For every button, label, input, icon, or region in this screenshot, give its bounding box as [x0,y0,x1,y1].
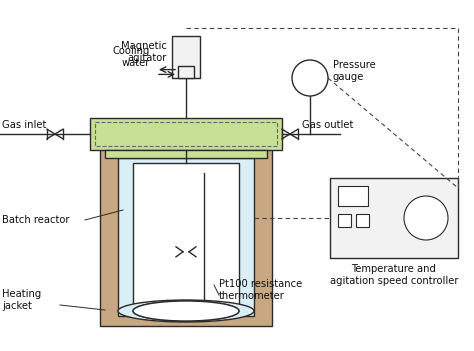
Circle shape [404,196,448,240]
Bar [330,178,458,258]
Ellipse shape [118,300,254,322]
Bar [95,122,277,146]
Bar [133,163,239,311]
Bar [338,186,368,206]
Text: Pt100 resistance
thermometer: Pt100 resistance thermometer [219,279,302,301]
Text: Gas outlet: Gas outlet [302,120,354,130]
Bar [338,214,351,227]
Bar [118,158,254,316]
Text: Batch reactor: Batch reactor [2,215,70,225]
Bar [172,36,200,78]
Ellipse shape [133,301,239,321]
Bar [178,66,194,78]
Text: Heating
jacket: Heating jacket [2,289,41,311]
Circle shape [292,60,328,96]
Bar [90,118,282,150]
Bar [105,150,267,158]
Text: Temperature and
agitation speed controller: Temperature and agitation speed controll… [330,264,458,286]
Bar [356,214,369,227]
Text: Cooling
water: Cooling water [113,46,150,68]
Text: Magnetic
agitator: Magnetic agitator [121,41,167,62]
Bar [100,148,272,326]
Text: Pressure
gauge: Pressure gauge [333,60,376,81]
Text: Gas inlet: Gas inlet [2,120,46,130]
Ellipse shape [133,301,239,321]
